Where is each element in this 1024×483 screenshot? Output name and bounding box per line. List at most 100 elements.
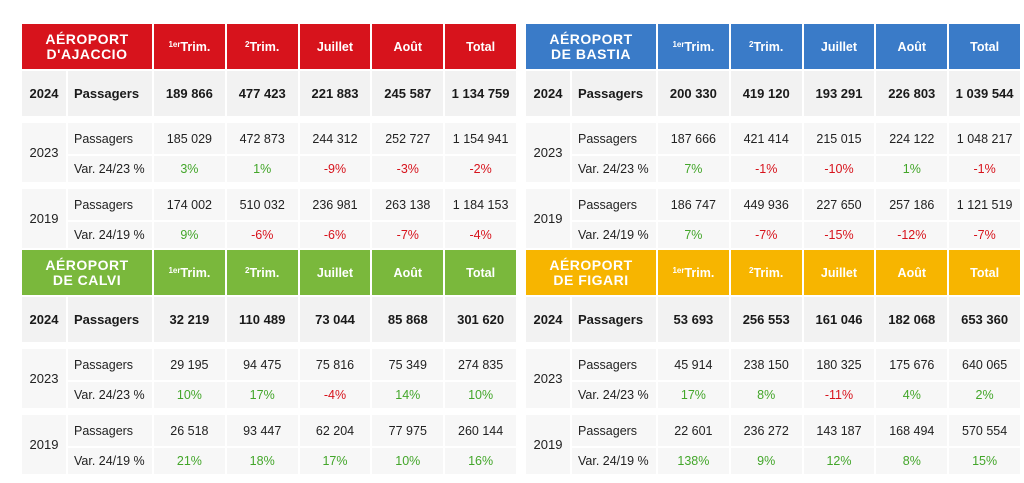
airport-title-line2: D'AJACCIO [46,45,128,62]
cell-2023-q2: 238 150 [730,349,802,380]
header-q1-label: Trim. [180,39,211,54]
var-2023-total: 10% [445,382,516,408]
airport-title: AÉROPORT DE BASTIA [526,24,656,69]
cell-2023-q2: 421 414 [730,123,802,154]
year-2019: 2019 [22,189,66,248]
year-2023: 2023 [526,349,570,408]
row-2023-variation: Var. 24/23 % 10% 17% -4% 14% 10% [22,382,516,408]
var-2023-july: -11% [803,382,875,408]
header-q2-sup: 2 [749,39,754,49]
var-2019-august: -12% [876,222,948,248]
header-august: Août [876,24,948,69]
cell-2019-august: 168 494 [876,415,948,446]
cell-2024-july: 193 291 [803,71,875,116]
passengers-label: Passagers [572,71,656,116]
cell-2019-q2: 449 936 [730,189,802,220]
cell-2024-july: 221 883 [299,71,371,116]
stats-table: AÉROPORT D'AJACCIO 1erTrim. 2Trim. Juillet Ao… [20,22,518,250]
var-2019-july: 12% [803,448,875,474]
var-2023-july: -4% [299,382,371,408]
row-2023-passengers: 2023 Passagers 29 195 94 475 75 816 75 349 274… [22,349,516,408]
stats-table: AÉROPORT DE CALVI 1erTrim. 2Trim. Juillet Aoû… [20,248,518,476]
table-ajaccio: AÉROPORT D'AJACCIO 1erTrim. 2Trim. Juillet Ao… [20,22,518,250]
cell-2019-july: 227 650 [803,189,875,220]
airport-title: AÉROPORT D'AJACCIO [22,24,152,69]
cell-2019-total: 1 121 519 [949,189,1020,220]
var-2023-july: -9% [299,156,371,182]
year-2019: 2019 [526,189,570,248]
passengers-label: Passagers [572,123,656,154]
passengers-label: Passagers [572,415,656,446]
row-2019-variation: Var. 24/19 % 21% 18% 17% 10% 16% [22,448,516,474]
cell-2019-q2: 236 272 [730,415,802,446]
header-q1-sup: 1er [168,39,181,49]
var-2023-august: 14% [372,382,444,408]
header-total: Total [949,250,1020,295]
cell-2023-july: 244 312 [299,123,371,154]
var-2019-q2: -6% [226,222,298,248]
year-2024: 2024 [526,71,570,116]
airport-title: AÉROPORT DE CALVI [22,250,152,295]
cell-2023-q2: 94 475 [226,349,298,380]
cell-2023-august: 175 676 [876,349,948,380]
row-2023-variation: Var. 24/23 % 17% 8% -11% 4% 2% [526,382,1020,408]
cell-2024-q1: 32 219 [154,297,225,342]
cell-2023-total: 274 835 [445,349,516,380]
header-q2: 2Trim. [226,250,298,295]
header-total-label: Total [970,265,1000,280]
table-bastia: AÉROPORT DE BASTIA 1erTrim. 2Trim. Juillet Ao… [524,22,1022,250]
cell-2019-total: 260 144 [445,415,516,446]
var-2023-august: 4% [876,382,948,408]
year-2024: 2024 [526,297,570,342]
var-2023-q1: 17% [658,382,729,408]
row-2019-variation: Var. 24/19 % 7% -7% -15% -12% -7% [526,222,1020,248]
header-july-label: Juillet [316,39,354,54]
header-august-label: Août [897,265,927,280]
cell-2024-total: 1 134 759 [445,71,516,116]
row-2019-passengers: 2019 Passagers 174 002 510 032 236 981 263 13… [22,189,516,248]
cell-2023-august: 75 349 [372,349,444,380]
var-2023-q1: 10% [154,382,225,408]
airport-title: AÉROPORT DE FIGARI [526,250,656,295]
cell-2019-august: 77 975 [372,415,444,446]
cell-2024-q1: 189 866 [154,71,225,116]
variation-label: Var. 24/23 % [572,382,656,408]
variation-label: Var. 24/19 % [572,222,656,248]
header-row: AÉROPORT D'AJACCIO 1erTrim. 2Trim. Juillet Ao… [22,24,516,69]
row-2019-variation: Var. 24/19 % 9% -6% -6% -7% -4% [22,222,516,248]
var-2019-july: -6% [299,222,371,248]
header-july-label: Juillet [820,39,858,54]
var-2019-q1: 21% [154,448,225,474]
cell-2023-q2: 472 873 [226,123,298,154]
var-2023-july: -10% [803,156,875,182]
var-2023-total: -2% [445,156,516,182]
var-2019-q1: 7% [658,222,729,248]
var-2023-q2: -1% [730,156,802,182]
cell-2024-q2: 477 423 [226,71,298,116]
header-july: Juillet [299,24,371,69]
variation-label: Var. 24/19 % [68,222,152,248]
airport-title-line1: AÉROPORT [45,30,129,47]
cell-2023-total: 640 065 [949,349,1020,380]
passengers-label: Passagers [68,71,152,116]
header-q1: 1erTrim. [658,24,729,69]
var-2023-q2: 17% [226,382,298,408]
passengers-label: Passagers [68,349,152,380]
year-2024: 2024 [22,297,66,342]
passengers-label: Passagers [68,297,152,342]
year-2023: 2023 [22,123,66,182]
var-2019-q2: 9% [730,448,802,474]
header-q1: 1erTrim. [154,24,225,69]
var-2019-q1: 138% [658,448,729,474]
row-2019-passengers: 2019 Passagers 186 747 449 936 227 650 257 18… [526,189,1020,248]
var-2019-july: -15% [803,222,875,248]
header-q2: 2Trim. [730,24,802,69]
airport-title-line2: DE FIGARI [553,271,629,288]
cell-2023-august: 252 727 [372,123,444,154]
cell-2019-july: 62 204 [299,415,371,446]
header-total-label: Total [466,265,496,280]
cell-2019-q1: 26 518 [154,415,225,446]
header-july-label: Juillet [820,265,858,280]
var-2023-q2: 1% [226,156,298,182]
row-2023-passengers: 2023 Passagers 185 029 472 873 244 312 252 72… [22,123,516,182]
